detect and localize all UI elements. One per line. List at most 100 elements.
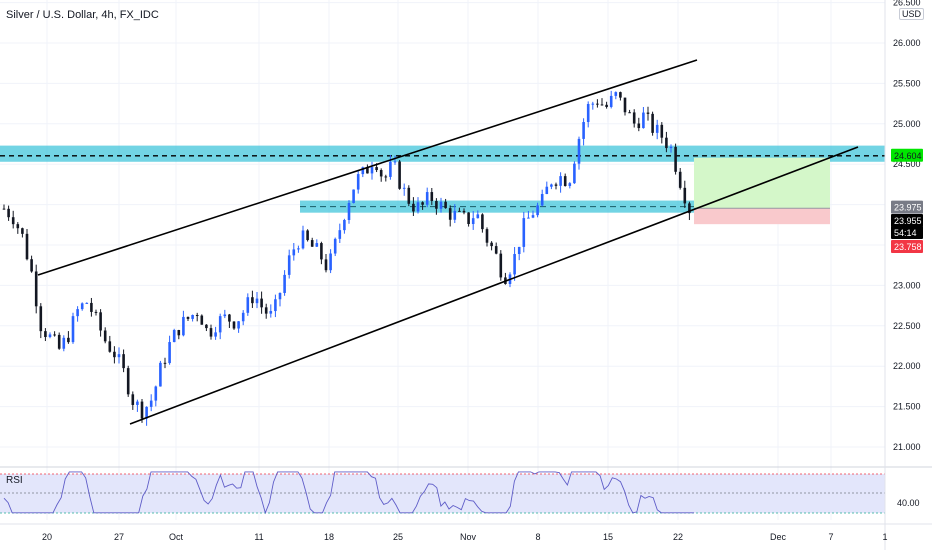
candle-body [260,298,263,308]
candle-body [99,312,102,331]
candle-body [145,406,148,419]
channel-upper-line [37,59,698,276]
candle-body [609,95,613,107]
time-tick-label: 25 [393,532,403,542]
candle-body [425,192,429,205]
candle-body [531,215,535,218]
candle-body [177,330,181,336]
candle-body [485,229,489,243]
candle-body [628,112,631,114]
candle-body [421,202,424,205]
candle-body [407,187,411,204]
candle-body [596,103,599,105]
time-tick-label: 7 [828,532,833,542]
candle-body [517,246,521,255]
candle-body [513,254,516,275]
candle-body [674,146,677,172]
candle-body [90,302,93,312]
candle-body [430,192,434,201]
price-tick-label: 25.000 [893,119,921,129]
candle-body [458,210,461,212]
candle-body [582,122,585,139]
candle-body [462,210,466,213]
candle-body [136,401,139,405]
candle-body [605,104,608,107]
candle-body [228,314,231,322]
candle-body [416,202,420,212]
candle-body [632,112,636,124]
candle-body [191,314,194,319]
price-tag-text-stop: 23.758 [894,242,922,252]
candle-body [71,316,75,343]
price-tick-label: 25.500 [893,78,921,88]
price-tag-text-prev: 23.975 [894,203,922,213]
grid-lines [0,0,886,520]
candle-body [274,299,277,312]
candle-body [7,208,10,218]
rsi-level-label: 40.00 [897,498,920,508]
candle-body [34,271,38,307]
price-tag-resistance [891,148,923,162]
candle-body [297,248,300,250]
candle-body [642,112,645,129]
candle-body [577,138,581,164]
resistance-zone [0,145,885,162]
price-tag-stop [891,240,923,253]
candle-body [637,123,641,129]
candle-body [688,203,691,214]
candle-body [600,104,604,106]
currency-badge[interactable]: USD [899,8,925,20]
candle-body [251,297,254,304]
candle-body [214,332,217,337]
candle-body [25,233,29,260]
price-axis[interactable]: 26.50026.00025.50025.00024.50024.00023.5… [884,0,921,550]
candle-body [683,187,687,204]
candle-body [619,92,622,98]
price-tag-text-countdown: 54:14 [894,228,917,238]
price-tick-label: 26.000 [893,38,921,48]
candle-body [21,228,24,234]
ascending-channel[interactable] [37,59,859,425]
candle-body [467,212,470,225]
candle-body [591,103,595,105]
candle-body [209,328,213,337]
candle-body [94,311,98,313]
candle-body [287,255,291,275]
time-tick-label: 18 [324,532,334,542]
candle-body [389,161,392,177]
price-tag-text-resistance: 24.604 [894,151,922,161]
candle-body [412,203,415,212]
candle-body [16,224,20,229]
candle-body [559,176,562,186]
candle-body [536,205,539,216]
candle-body [568,183,572,187]
candle-body [320,243,323,260]
candle-body [554,184,558,186]
candle-body [655,124,659,133]
candle-body [329,253,332,271]
candle-body [522,218,526,247]
candle-body [172,330,176,343]
candle-body [384,176,388,178]
candle-body [614,92,618,96]
chart-title: Silver / U.S. Dollar, 4h, FX_IDC [6,9,159,21]
candle-body [448,208,452,220]
candle-body [108,341,112,352]
candle-body [375,167,378,171]
candle-body [361,167,365,175]
candle-body [678,171,682,188]
candle-body [85,302,89,304]
candle-body [200,315,204,325]
long-position-tool[interactable] [694,157,830,225]
candle-body [347,203,351,221]
candle-body [481,214,484,230]
candle-body [393,161,397,163]
time-tick-label: 11 [254,532,263,542]
candle-body [2,208,6,210]
candle-body [39,306,43,332]
time-axis[interactable]: 20 27 Oct 11 18 25 Nov 8 15 22 Dec 7 1 [0,523,932,542]
candle-body [223,314,227,317]
candle-body [310,240,314,247]
candle-body [255,298,259,304]
